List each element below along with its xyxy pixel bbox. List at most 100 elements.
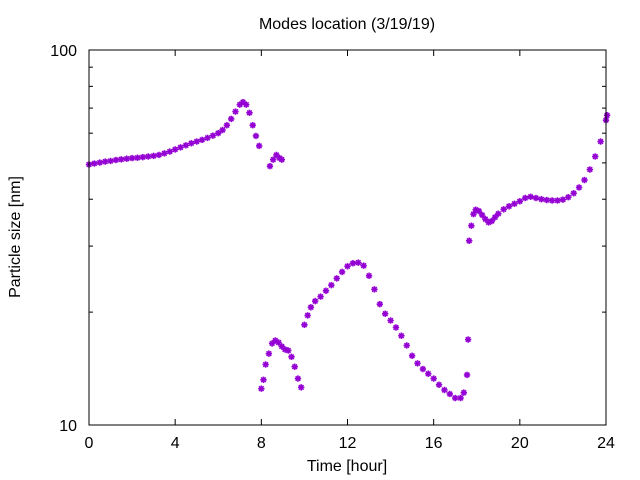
data-point [425, 370, 432, 377]
data-point [505, 203, 513, 210]
data-point [408, 352, 416, 359]
y-axis-label: Particle size [nm] [7, 176, 24, 298]
x-tick-label: 20 [511, 435, 529, 452]
data-point [118, 156, 125, 163]
data-point [150, 152, 157, 160]
data-point [112, 156, 120, 164]
data-point [500, 206, 507, 213]
data-point [466, 237, 473, 244]
x-tick-label: 12 [339, 435, 357, 452]
data-point [232, 108, 239, 115]
data-point [128, 154, 136, 162]
data-point [301, 321, 308, 329]
data-point [381, 310, 389, 317]
data-point [91, 160, 98, 167]
data-point [227, 115, 235, 123]
data-point [291, 363, 298, 370]
data-point [586, 166, 594, 173]
data-point [258, 385, 265, 392]
data-point [603, 112, 611, 119]
data-point [463, 371, 471, 379]
data-point [266, 162, 274, 170]
data-point [328, 281, 335, 289]
data-point [311, 297, 319, 305]
data-point [219, 126, 226, 134]
data-point [171, 146, 179, 153]
data-point [333, 275, 340, 282]
data-point [430, 375, 437, 382]
x-tick-label: 24 [597, 435, 615, 452]
y-tick-label: 100 [50, 43, 77, 60]
data-point [349, 260, 357, 267]
data-point [371, 286, 378, 293]
data-point [468, 222, 475, 229]
data-point [581, 176, 588, 184]
data-point [155, 151, 163, 159]
x-tick-label: 4 [171, 435, 180, 452]
data-point [344, 263, 351, 270]
data-point [338, 268, 346, 276]
x-tick-label: 16 [425, 435, 443, 452]
data-point [278, 156, 285, 163]
data-point [107, 157, 114, 165]
data-point [392, 324, 400, 331]
data-point [262, 361, 269, 368]
data-point [441, 386, 448, 394]
data-point [249, 122, 256, 129]
data-point [265, 350, 273, 357]
data-point [446, 390, 454, 398]
data-point [204, 134, 211, 142]
axis-ticks: 0 4 8 12 16 20 24 10 100 [50, 43, 615, 452]
data-point [548, 197, 556, 204]
data-point [414, 360, 421, 367]
x-tick-label: 8 [257, 435, 266, 452]
data-point [460, 389, 468, 396]
data-point [101, 158, 109, 165]
data-point [597, 138, 604, 145]
data-point [355, 259, 362, 266]
data-point [304, 312, 311, 319]
data-point [559, 196, 567, 203]
data-point [193, 138, 200, 145]
data-point [322, 287, 330, 294]
x-axis-label: Time [hour] [307, 458, 387, 475]
data-point [464, 336, 472, 343]
data-point [376, 300, 384, 308]
plot-frame [88, 49, 607, 426]
data-point [123, 155, 130, 162]
data-point [246, 109, 253, 117]
data-point [161, 150, 168, 157]
data-point [134, 154, 141, 161]
data-point [511, 200, 518, 207]
data-point [297, 384, 305, 391]
y-tick-label: 10 [59, 418, 77, 435]
data-point [365, 272, 373, 279]
data-point [565, 194, 572, 201]
data-point [457, 394, 464, 402]
data-point [554, 197, 561, 204]
data-point [188, 140, 195, 147]
data-point [538, 196, 545, 203]
data-point [96, 159, 103, 166]
data-point [182, 142, 190, 149]
data-point [495, 210, 502, 217]
data-point [419, 365, 427, 373]
data-point [570, 190, 577, 197]
data-point [360, 262, 367, 269]
data-point [592, 153, 599, 160]
data-point [145, 153, 152, 160]
data-point [223, 122, 231, 129]
data-point [285, 347, 292, 354]
data-point [387, 317, 394, 324]
data-point [139, 153, 147, 161]
data-point [269, 156, 277, 163]
data-point [294, 375, 302, 382]
chart-title: Modes location (3/19/19) [259, 16, 435, 33]
data-point [516, 198, 524, 205]
data-point [209, 132, 217, 139]
data-point [177, 144, 184, 151]
data-point [288, 353, 295, 361]
data-point [252, 132, 260, 140]
data-point [403, 342, 410, 349]
